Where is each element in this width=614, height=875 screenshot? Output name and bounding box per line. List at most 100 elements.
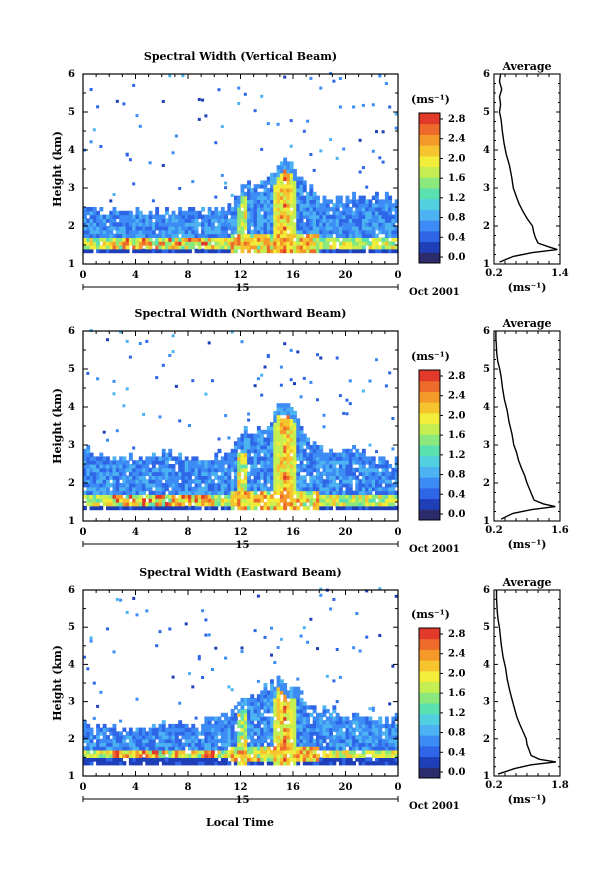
average-title: Average: [501, 576, 551, 589]
colorbar-tick-label: 2.4: [448, 391, 465, 402]
y-tick-label: 1: [68, 771, 75, 782]
y-tick-label: 2: [68, 221, 75, 232]
colorbar-tick-label: 1.6: [448, 688, 465, 699]
avg-y-tick-label: 6: [483, 585, 490, 596]
colorbar-tick-label: 0.4: [448, 747, 465, 758]
avg-y-tick-label: 4: [483, 145, 490, 156]
colorbar-swatch: [419, 445, 440, 457]
x-tick-label: 12: [234, 782, 248, 793]
day-label: 15: [236, 283, 250, 294]
colorbar-tick-label: 1.6: [448, 430, 465, 441]
panel-title: Spectral Width (Northward Beam): [135, 307, 347, 320]
colorbar-tick-label: 2.8: [448, 629, 465, 640]
colorbar-swatch: [419, 670, 440, 683]
colorbar-swatch: [419, 370, 440, 382]
avg-x-axis-label: (ms⁻¹): [508, 793, 547, 806]
colorbar-unit: (ms⁻¹): [411, 350, 450, 363]
colorbar-swatch: [419, 402, 440, 414]
x-tick-label: 16: [286, 270, 300, 281]
panel-1: Spectral Width (Vertical Beam)0 4 8 12 16 20 0…: [51, 50, 569, 298]
x-tick-label: 4: [132, 270, 139, 281]
avg-y-tick-label: 5: [483, 364, 490, 375]
x-tick-label: 0: [80, 782, 87, 793]
x-tick-label: 0: [395, 270, 402, 281]
colorbar-swatch: [419, 241, 440, 253]
date-label: Oct 2001: [409, 801, 460, 812]
colorbar-swatch: [419, 703, 440, 715]
colorbar-swatch: [419, 434, 440, 446]
x-tick-label: 16: [286, 527, 300, 538]
colorbar-swatch: [419, 660, 440, 672]
colorbar-swatch: [419, 166, 440, 178]
y-tick-label: 3: [68, 183, 75, 194]
average-title: Average: [501, 317, 551, 330]
average-profile-line: [495, 331, 556, 520]
colorbar-tick-label: 2.0: [448, 410, 465, 421]
average-profile-line: [498, 73, 558, 263]
avg-y-tick-label: 3: [483, 697, 490, 708]
average-panel: Average 1 2 3 4 5 6 0.2 1.8 (ms⁻¹): [483, 576, 569, 806]
colorbar-tick-label: 2.4: [448, 649, 465, 660]
colorbar-swatch: [419, 767, 440, 779]
average-frame: [493, 73, 561, 265]
x-tick-label: 12: [234, 270, 248, 281]
colorbar-swatch: [419, 391, 440, 403]
colorbar-swatch: [419, 123, 440, 135]
colorbar-swatch: [419, 692, 440, 704]
avg-y-tick-label: 2: [483, 221, 490, 232]
avg-y-tick-label: 2: [483, 478, 490, 489]
x-tick-label: 0: [80, 527, 87, 538]
colorbar-tick-label: 0.0: [448, 767, 465, 778]
avg-y-tick-label: 6: [483, 326, 490, 337]
colorbar-swatch: [419, 638, 440, 650]
colorbar-swatch: [419, 188, 440, 200]
y-tick-label: 2: [68, 478, 75, 489]
colorbar-swatch: [419, 628, 440, 640]
y-tick-label: 2: [68, 734, 75, 745]
x-tick-label: 20: [339, 270, 353, 281]
colorbar-tick-label: 1.2: [448, 708, 465, 719]
avg-y-tick-label: 2: [483, 734, 490, 745]
colorbar-tick-label: 0.4: [448, 232, 465, 243]
colorbar-swatch: [419, 412, 440, 425]
colorbar-swatch: [419, 209, 440, 221]
y-tick-label: 1: [68, 259, 75, 270]
y-axis-label: Height (km): [51, 131, 64, 207]
colorbar-swatch: [419, 177, 440, 189]
heatmap-cells: [83, 329, 399, 511]
colorbar: (ms⁻¹) 0.0 0.4 0.8 1.2 1.6 2.0 2.4 2.8: [411, 93, 465, 264]
colorbar-tick-label: 2.8: [448, 371, 465, 382]
colorbar-swatch: [419, 220, 440, 232]
x-tick-label: 8: [185, 782, 192, 793]
avg-y-tick-label: 5: [483, 107, 490, 118]
date-label: Oct 2001: [409, 287, 460, 298]
colorbar-swatch: [419, 477, 440, 489]
y-tick-label: 3: [68, 440, 75, 451]
colorbar-swatch: [419, 252, 440, 264]
axis-ticks: [82, 330, 399, 522]
colorbar-swatch: [419, 487, 440, 500]
colorbar-tick-label: 0.0: [448, 252, 465, 263]
x-tick-label: 0: [395, 527, 402, 538]
colorbar: (ms⁻¹) 0.0 0.4 0.8 1.2 1.6 2.0 2.4 2.8: [411, 608, 465, 779]
colorbar-swatch: [419, 649, 440, 661]
avg-y-tick-label: 1: [483, 771, 490, 782]
colorbar-swatch: [419, 380, 440, 392]
colorbar-frame: [418, 627, 441, 779]
avg-x-tick-label: 1.4: [551, 268, 568, 279]
avg-y-tick-label: 1: [483, 516, 490, 527]
x-tick-label: 20: [339, 782, 353, 793]
axis-ticks: [82, 589, 399, 777]
y-tick-label: 5: [68, 107, 75, 118]
x-tick-label: 0: [395, 782, 402, 793]
average-title: Average: [501, 60, 551, 73]
y-tick-label: 3: [68, 697, 75, 708]
colorbar-swatch: [419, 681, 440, 693]
colorbar-tick-label: 0.0: [448, 509, 465, 520]
x-tick-label: 8: [185, 270, 192, 281]
average-panel: Average 1 2 3 4 5 6 0.2 1.6 (ms⁻¹): [483, 317, 569, 551]
axis-ticks: [82, 73, 399, 265]
x-tick-label: 4: [132, 782, 139, 793]
y-tick-label: 5: [68, 622, 75, 633]
colorbar-swatch: [419, 509, 440, 521]
